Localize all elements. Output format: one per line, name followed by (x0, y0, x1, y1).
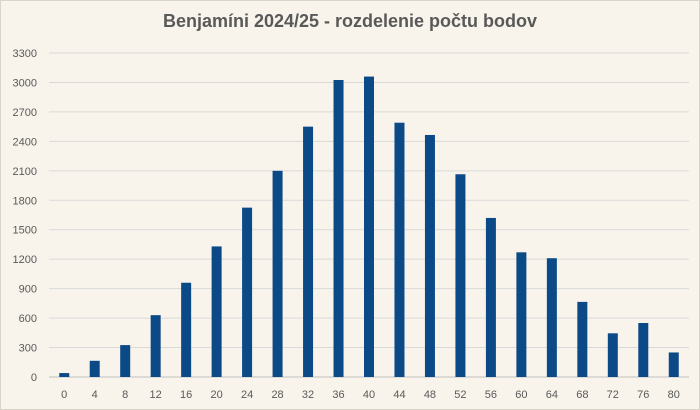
bar (455, 174, 466, 377)
x-tick-label: 44 (393, 389, 405, 401)
x-tick-label: 20 (210, 389, 222, 401)
x-tick-label: 68 (576, 389, 588, 401)
x-tick-label: 28 (271, 389, 283, 401)
y-tick-label: 2700 (13, 107, 37, 119)
x-tick-label: 12 (150, 389, 162, 401)
bar (181, 282, 192, 377)
x-tick-label: 16 (180, 389, 192, 401)
bar (150, 315, 161, 377)
y-tick-label: 600 (19, 313, 37, 325)
x-tick-label: 56 (485, 389, 497, 401)
y-tick-label: 0 (31, 372, 37, 384)
bar (668, 352, 679, 377)
bar (577, 301, 588, 377)
bar (607, 333, 618, 377)
y-tick-label: 300 (19, 343, 37, 355)
x-tick-label: 40 (363, 389, 375, 401)
bar (638, 323, 649, 377)
bar (394, 122, 405, 377)
bar (211, 246, 222, 377)
x-tick-label: 76 (637, 389, 649, 401)
x-tick-label: 80 (668, 389, 680, 401)
x-tick-label: 60 (515, 389, 527, 401)
y-tick-label: 1500 (13, 225, 37, 237)
x-tick-label: 52 (454, 389, 466, 401)
y-tick-label: 1800 (13, 195, 37, 207)
x-tick-label: 64 (546, 389, 558, 401)
bar (333, 80, 344, 377)
x-tick-label: 4 (92, 389, 98, 401)
chart-title: Benjamíni 2024/25 - rozdelenie počtu bod… (162, 11, 538, 31)
y-tick-label: 900 (19, 284, 37, 296)
bar (242, 207, 253, 377)
bar (424, 134, 435, 377)
bar (120, 345, 131, 377)
y-tick-label: 3000 (13, 77, 37, 89)
bar (59, 373, 70, 377)
y-tick-label: 2400 (13, 136, 37, 148)
x-tick-label: 24 (241, 389, 253, 401)
x-tick-label: 32 (302, 389, 314, 401)
bar (272, 170, 283, 377)
bar (89, 360, 100, 377)
y-tick-label: 2100 (13, 166, 37, 178)
bar (485, 217, 496, 377)
x-tick-label: 8 (122, 389, 128, 401)
y-tick-label: 1200 (13, 254, 37, 266)
x-tick-label: 0 (61, 389, 67, 401)
bar (516, 252, 527, 377)
x-tick-label: 72 (607, 389, 619, 401)
x-tick-label: 48 (424, 389, 436, 401)
y-tick-label: 3300 (13, 48, 37, 60)
bar (364, 76, 374, 378)
bar (546, 258, 557, 377)
bar (303, 126, 314, 378)
x-tick-label: 36 (332, 389, 344, 401)
